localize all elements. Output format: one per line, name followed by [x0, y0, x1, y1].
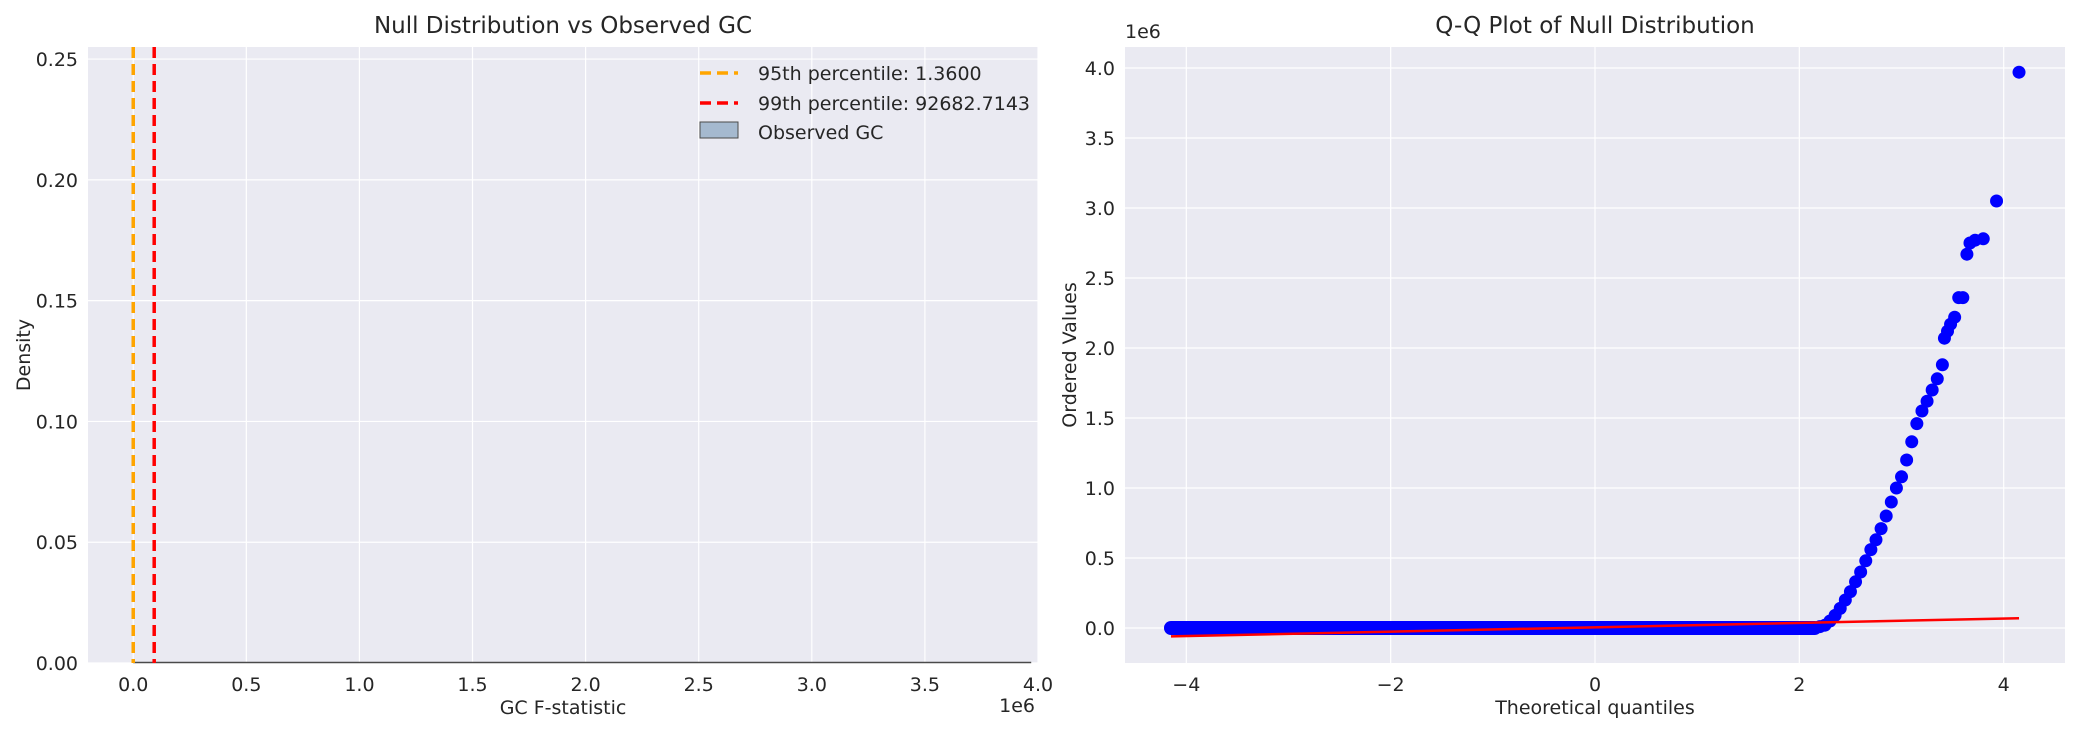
qq-point: [1186, 621, 1200, 635]
qq-point: [1322, 621, 1336, 635]
qq-point: [1935, 358, 1949, 372]
right-x-tick-label: 4: [1998, 674, 2010, 696]
right-y-tick-label: 1.0: [1085, 478, 1115, 500]
qq-point: [1879, 509, 1893, 523]
right-x-tick-label: 2: [1793, 674, 1805, 696]
qq-point: [1930, 372, 1944, 386]
qq-point: [1496, 621, 1510, 635]
left-plot-area: [131, 47, 1032, 664]
left-x-tick-label: 4.0: [1023, 674, 1053, 696]
left-y-tick-label: 0.20: [36, 170, 78, 192]
left-y-tick-label: 0.15: [36, 291, 78, 313]
qq-point: [1976, 232, 1990, 246]
qq-point: [1925, 383, 1939, 397]
right-y-tick-label: 0.5: [1085, 548, 1115, 570]
qq-point: [1874, 522, 1888, 536]
qq-point: [1200, 621, 1214, 635]
left-y-tick-label: 0.05: [36, 532, 78, 554]
qq-point: [1915, 404, 1929, 418]
legend-99th-label: 99th percentile: 92682.7143: [758, 93, 1030, 115]
qq-point: [1900, 453, 1914, 467]
legend-95th-label: 95th percentile: 1.3600: [758, 63, 982, 85]
qq-point: [1849, 575, 1863, 589]
right-x-tick-label: −2: [1377, 674, 1405, 696]
right-y-tick-label: 1.5: [1085, 408, 1115, 430]
left-ticks: 0.0 0.5 1.0 1.5 2.0 2.5 3.0 3.5 4.0 0.00 0.05 0.10 0…: [36, 49, 1053, 696]
qq-point: [1859, 554, 1873, 568]
left-gridlines: [88, 47, 1039, 664]
left-x-tick-label: 0.5: [231, 674, 261, 696]
right-y-tick-label: 4.0: [1085, 58, 1115, 80]
qq-point: [1281, 621, 1295, 635]
qq-point: [1629, 621, 1643, 635]
left-y-axis-label: Density: [13, 319, 35, 391]
left-x-tick-label: 2.0: [571, 674, 601, 696]
right-x-tick-label: 0: [1589, 674, 1601, 696]
qq-point: [1854, 565, 1868, 579]
qq-point: [1910, 417, 1924, 431]
left-x-tick-label: 0.0: [118, 674, 148, 696]
qq-point: [1920, 394, 1934, 408]
right-plot-area: [1163, 65, 2026, 638]
qq-point: [1895, 470, 1909, 484]
left-x-tick-label: 1.0: [344, 674, 374, 696]
qq-point: [1990, 194, 2004, 208]
left-x-axis-label: GC F-statistic: [500, 697, 627, 719]
qq-point: [1905, 435, 1919, 449]
right-x-tick-label: −4: [1172, 674, 1200, 696]
qq-point: [1619, 621, 1633, 635]
qq-point: [1772, 621, 1786, 635]
qq-point: [1639, 621, 1653, 635]
right-y-axis-label: Ordered Values: [1059, 282, 1081, 427]
qq-point: [1960, 247, 1974, 261]
left-legend: 95th percentile: 1.3600 99th percentile:…: [699, 63, 1030, 144]
left-x-tick-label: 3.0: [797, 674, 827, 696]
qq-point: [1302, 621, 1316, 635]
left-y-tick-label: 0.25: [36, 49, 78, 71]
right-y-tick-label: 2.5: [1085, 268, 1115, 290]
legend-observed-gc-patch: [699, 121, 739, 139]
right-gridlines: [1125, 47, 2065, 663]
qq-point: [1292, 621, 1306, 635]
left-y-tick-label: 0.00: [36, 653, 78, 675]
right-y-tick-label: 3.5: [1085, 128, 1115, 150]
left-x-offset-label: 1e6: [999, 695, 1035, 717]
qq-point: [1869, 533, 1883, 547]
qq-point: [1164, 621, 1178, 635]
legend-observed-gc-label: Observed GC: [758, 122, 883, 144]
right-y-tick-label: 3.0: [1085, 198, 1115, 220]
right-panel: −4 −2 0 2 4 0.0 0.5 1.0 1.5 2.0 2.5 3.0 3.5 4.0 Q-Q P…: [1059, 13, 2065, 719]
right-y-offset-label: 1e6: [1125, 21, 1161, 43]
left-x-tick-label: 2.5: [684, 674, 714, 696]
right-chart-title: Q-Q Plot of Null Distribution: [1435, 13, 1755, 39]
right-y-tick-label: 2.0: [1085, 338, 1115, 360]
left-chart-title: Null Distribution vs Observed GC: [374, 13, 752, 39]
right-y-tick-label: 0.0: [1085, 618, 1115, 640]
left-x-tick-label: 1.5: [457, 674, 487, 696]
right-ticks: −4 −2 0 2 4 0.0 0.5 1.0 1.5 2.0 2.5 3.0 3.5 4.0: [1085, 58, 2010, 696]
right-x-axis-label: Theoretical quantiles: [1494, 697, 1695, 719]
left-y-tick-label: 0.10: [36, 411, 78, 433]
qq-point: [1948, 310, 1962, 324]
qq-point: [1476, 621, 1490, 635]
qq-point: [2012, 65, 2026, 79]
qq-point: [1864, 543, 1878, 557]
qq-point: [1889, 481, 1903, 495]
qq-point: [1333, 621, 1347, 635]
qq-point: [1884, 495, 1898, 509]
qq-fit-line: [1170, 616, 2020, 638]
qq-point: [1782, 621, 1796, 635]
qq-point: [1312, 621, 1326, 635]
qq-point: [1956, 291, 1970, 305]
left-x-tick-label: 3.5: [910, 674, 940, 696]
left-panel: 0.0 0.5 1.0 1.5 2.0 2.5 3.0 3.5 4.0 0.00 0.05 0.10 0…: [13, 13, 1053, 719]
qq-point: [1486, 621, 1500, 635]
qq-point: [1843, 585, 1857, 599]
left-axes-background: [88, 47, 1038, 663]
